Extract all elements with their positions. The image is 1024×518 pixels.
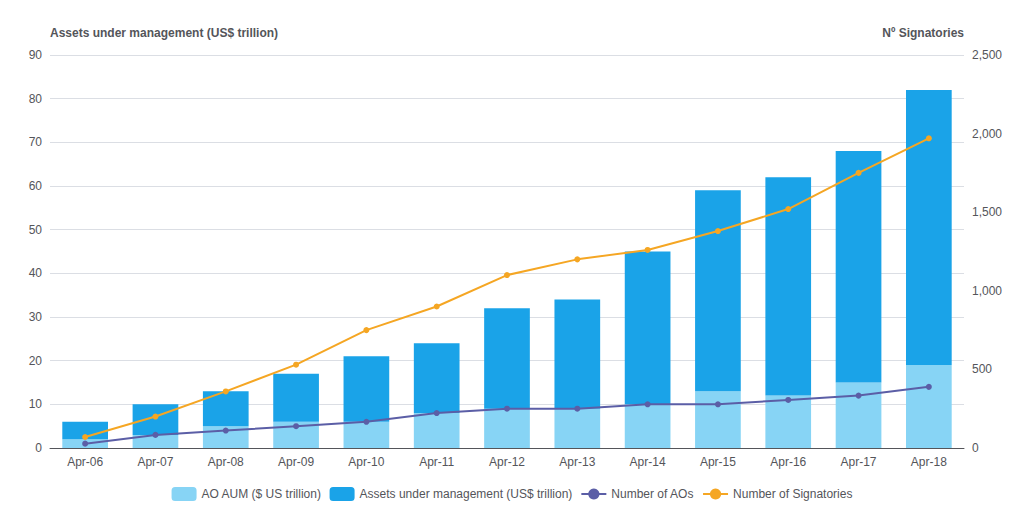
svg-text:Apr-10: Apr-10	[348, 455, 384, 469]
svg-text:Apr-14: Apr-14	[630, 455, 666, 469]
svg-text:Apr-07: Apr-07	[137, 455, 173, 469]
svg-text:Assets under management (US$ t: Assets under management (US$ trillion)	[360, 487, 573, 501]
svg-text:Apr-12: Apr-12	[489, 455, 525, 469]
svg-text:AO AUM ($ US trillion): AO AUM ($ US trillion)	[202, 487, 321, 501]
svg-text:0: 0	[35, 441, 42, 455]
svg-text:50: 50	[29, 223, 43, 237]
svg-text:70: 70	[29, 135, 43, 149]
svg-text:Apr-18: Apr-18	[911, 455, 947, 469]
svg-text:Assets under management (US$ t: Assets under management (US$ trillion)	[50, 26, 278, 40]
svg-text:500: 500	[972, 362, 992, 376]
svg-text:Apr-06: Apr-06	[67, 455, 103, 469]
svg-text:Apr-09: Apr-09	[278, 455, 314, 469]
svg-text:Number of Signatories: Number of Signatories	[733, 487, 852, 501]
svg-text:Apr-11: Apr-11	[419, 455, 454, 469]
svg-text:Number of AOs: Number of AOs	[611, 487, 693, 501]
svg-text:90: 90	[29, 48, 43, 62]
svg-text:60: 60	[29, 179, 43, 193]
svg-text:Apr-15: Apr-15	[700, 455, 736, 469]
svg-text:30: 30	[29, 310, 43, 324]
svg-text:1,000: 1,000	[972, 284, 1002, 298]
svg-text:10: 10	[29, 397, 43, 411]
svg-text:Nº Signatories: Nº Signatories	[882, 26, 964, 40]
svg-text:2,000: 2,000	[972, 127, 1002, 141]
svg-text:1,500: 1,500	[972, 205, 1002, 219]
svg-text:0: 0	[972, 441, 979, 455]
svg-text:Apr-17: Apr-17	[841, 455, 877, 469]
svg-text:2,500: 2,500	[972, 48, 1002, 62]
svg-text:Apr-16: Apr-16	[770, 455, 806, 469]
svg-text:Apr-13: Apr-13	[559, 455, 595, 469]
svg-text:Apr-08: Apr-08	[208, 455, 244, 469]
svg-text:40: 40	[29, 266, 43, 280]
svg-text:80: 80	[29, 92, 43, 106]
svg-text:20: 20	[29, 354, 43, 368]
